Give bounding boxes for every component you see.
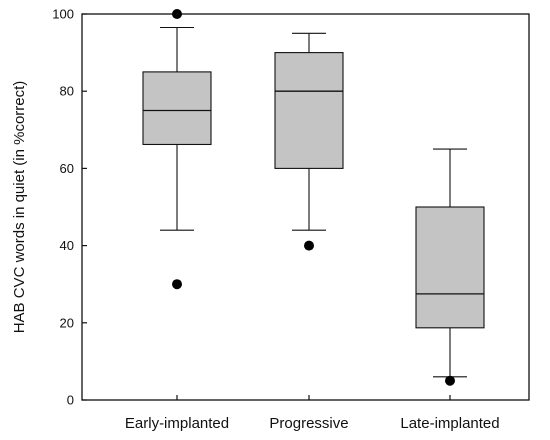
outlier-point [172, 279, 182, 290]
iqr-box [415, 206, 485, 329]
y-tick-label: 100 [52, 7, 74, 22]
y-tick-label: 0 [67, 393, 74, 408]
y-tick-label: 60 [60, 161, 74, 176]
iqr-box [142, 71, 212, 146]
plot-area: 0 20 40 60 80 100 Early-implanted Progressive La… [52, 7, 530, 432]
outlier-point [445, 375, 455, 386]
y-tick-label: 40 [60, 238, 74, 253]
y-tick-label: 20 [60, 315, 74, 330]
outlier-point [172, 9, 182, 19]
y-axis-title: HAB CVC words in quiet (in %correct) [11, 81, 28, 334]
y-tick-label: 80 [60, 84, 74, 99]
category-label: Progressive [269, 415, 348, 432]
category-label: Early-implanted [125, 415, 229, 432]
iqr-box [274, 52, 344, 169]
category-label: Late-implanted [400, 415, 499, 432]
outlier-point [304, 240, 314, 251]
plot-frame [81, 13, 530, 401]
